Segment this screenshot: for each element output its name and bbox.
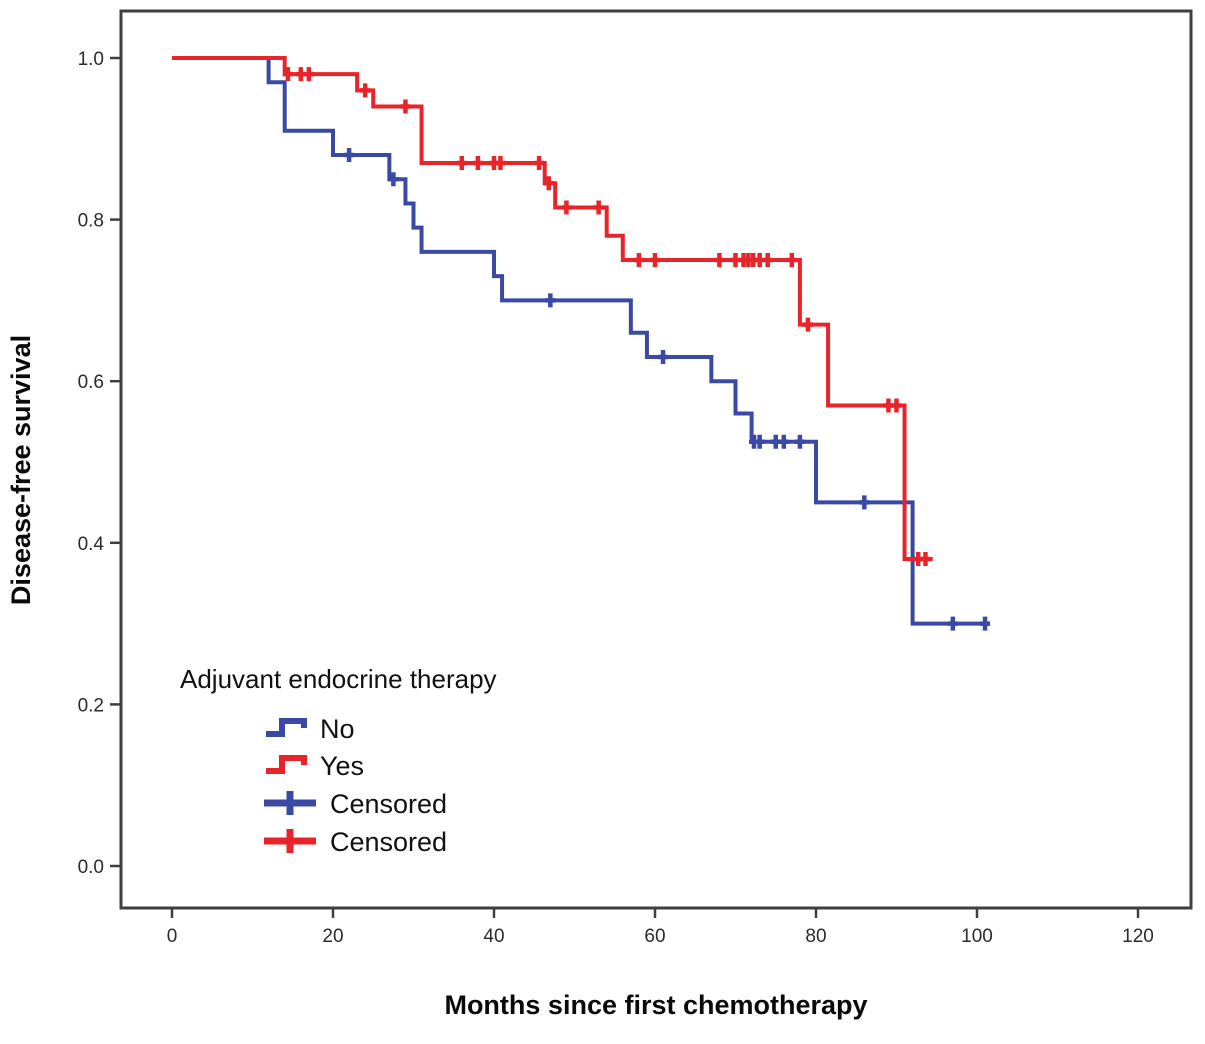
legend: Adjuvant endocrine therapy No Yes Censor… [180,664,497,857]
censor-mark-yes [762,253,773,267]
censor-mark-yes [282,67,293,82]
axes: 0 20 40 60 80 100 120 0.0 0.2 0.4 0.6 0.8 1.0 [78,49,1154,947]
legend-step-glyph-yes [266,755,307,774]
legend-title: Adjuvant endocrine therapy [180,664,497,694]
legend-plus-glyph-censored-blue [264,791,316,815]
censor-mark-yes [400,99,411,114]
censor-mark-no [344,147,355,162]
censor-mark-yes [593,200,604,215]
censor-mark-no [859,495,870,510]
censor-mark-yes [802,317,813,332]
y-tick-label: 0.8 [78,211,104,232]
censor-mark-yes [534,156,545,171]
legend-label-yes: Yes [320,751,364,781]
censor-mark-yes [543,176,554,191]
legend-step-glyph-no [266,718,307,737]
censor-mark-no [754,434,765,449]
censor-mark-yes [495,156,506,171]
survival-curve-no [172,56,990,626]
censor-mark-yes [360,83,371,98]
censor-mark-no [947,616,958,631]
legend-plus-glyph-censored-red [264,829,316,853]
censor-mark-no [980,616,991,631]
censor-mark-yes [303,67,314,82]
y-tick-label: 0.0 [78,857,104,878]
censor-mark-yes [456,156,467,171]
censor-mark-yes [472,156,483,171]
x-tick-label: 120 [1122,926,1154,947]
censor-mark-yes [561,200,572,215]
censor-mark-yes [650,253,660,267]
y-tick-label: 0.6 [78,372,104,393]
y-tick-label: 0.2 [78,695,104,716]
censor-mark-no [778,434,789,449]
survival-curve-yes [172,56,933,561]
censor-mark-no [658,349,669,364]
legend-label-censored-red: Censored [330,827,447,857]
x-tick-label: 20 [322,926,343,947]
censor-mark-no [794,434,805,449]
y-axis-title: Disease-free survival [6,335,36,605]
x-axis-title: Months since first chemotherapy [444,990,867,1020]
censor-mark-no [388,172,399,187]
survival-curves [172,56,991,631]
x-tick-label: 40 [483,926,504,947]
censor-mark-yes [714,253,725,267]
x-tick-label: 60 [644,926,665,947]
y-tick-label: 1.0 [78,49,104,70]
x-tick-label: 80 [805,926,826,947]
legend-label-no: No [320,714,355,744]
censor-mark-yes [633,253,644,267]
legend-label-censored-blue: Censored [330,789,447,819]
censor-mark-no [545,293,556,308]
y-tick-label: 0.4 [78,534,105,555]
censor-mark-yes [786,253,797,267]
x-tick-label: 100 [961,926,993,947]
x-tick-label: 0 [167,926,178,947]
censor-mark-yes [891,398,902,413]
censor-mark-yes [920,551,931,566]
